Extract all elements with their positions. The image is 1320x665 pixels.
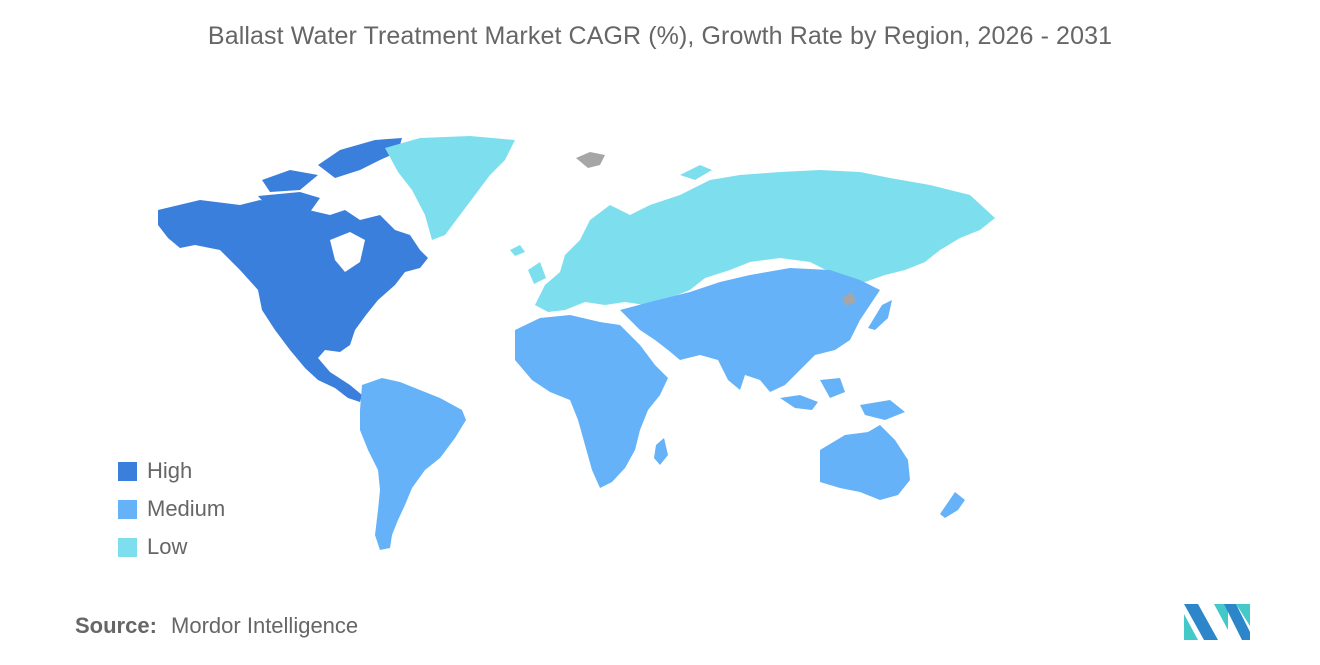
- legend-swatch-high: [118, 461, 137, 481]
- region-medium: [515, 268, 965, 518]
- legend-label-medium: Medium: [147, 496, 226, 521]
- region-greenland: [385, 136, 515, 240]
- legend-label-low: Low: [147, 534, 188, 559]
- legend-item-low: Low: [118, 528, 225, 566]
- region-no-data-north-korea: [842, 292, 856, 306]
- legend-swatch-medium: [118, 499, 137, 519]
- legend-label-high: High: [147, 458, 193, 483]
- region-europe-russia: [510, 165, 995, 312]
- legend-item-high: High: [118, 452, 225, 490]
- legend: High Medium Low: [118, 452, 225, 566]
- region-north-america: [158, 138, 428, 402]
- source-note: Source: Mordor Intelligence: [75, 613, 358, 639]
- mordor-intelligence-logo-icon: [1184, 604, 1250, 640]
- legend-item-medium: Medium: [118, 490, 225, 528]
- region-no-data-svalbard: [576, 152, 605, 168]
- region-south-america: [360, 378, 466, 550]
- chart-title: Ballast Water Treatment Market CAGR (%),…: [207, 22, 1113, 50]
- source-value: Mordor Intelligence: [171, 613, 359, 638]
- legend-swatch-low: [118, 537, 137, 557]
- source-label: Source:: [75, 613, 157, 638]
